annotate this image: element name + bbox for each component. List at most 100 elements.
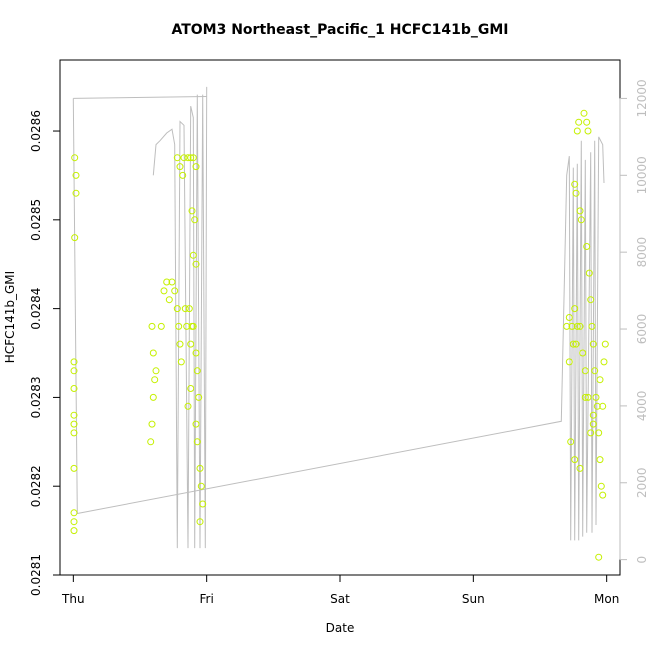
data-point — [587, 296, 595, 304]
data-point — [597, 482, 605, 490]
y-tick-label: 0.0285 — [29, 199, 43, 241]
data-point — [185, 305, 193, 313]
data-point — [581, 367, 589, 375]
data-point — [176, 163, 184, 171]
data-point — [599, 402, 607, 410]
data-point — [576, 207, 584, 215]
data-point — [148, 420, 156, 428]
data-point — [193, 367, 201, 375]
data-point — [192, 349, 200, 357]
x-tick-label: Mon — [594, 592, 619, 606]
x-tick-label: Fri — [200, 592, 214, 606]
data-point — [593, 402, 601, 410]
x-tick-label: Sun — [462, 592, 485, 606]
data-point — [151, 376, 159, 384]
data-point — [571, 180, 579, 188]
data-point — [199, 500, 207, 508]
data-point — [567, 438, 575, 446]
data-point — [71, 154, 79, 162]
y-axis-label: HCFC141b_GMI — [3, 271, 17, 363]
data-point — [583, 243, 591, 250]
y-tick-label: 0.0282 — [29, 465, 43, 507]
x-tick-label: Sat — [330, 592, 350, 606]
y2-tick-label: 6000 — [635, 314, 649, 345]
data-point — [70, 385, 78, 392]
data-point — [70, 367, 78, 375]
data-point — [191, 216, 199, 224]
data-point — [149, 349, 157, 357]
data-point — [168, 278, 176, 286]
data-point — [163, 278, 171, 286]
altitude-line — [152, 86, 208, 549]
data-point — [581, 393, 589, 401]
point-series-group — [70, 109, 609, 561]
data-point — [580, 109, 588, 117]
y2-tick-label: 8000 — [635, 237, 649, 268]
data-point — [595, 429, 603, 437]
data-point — [70, 464, 78, 472]
data-point — [70, 429, 78, 437]
data-point — [572, 189, 580, 197]
data-point — [70, 358, 78, 366]
y2-tick-label: 10000 — [635, 156, 649, 194]
data-point — [179, 171, 187, 179]
data-point — [187, 154, 195, 162]
data-point — [193, 438, 201, 446]
x-axis: Thu Fri Sat Sun Mon — [61, 574, 619, 606]
data-point — [565, 358, 573, 366]
data-point — [585, 269, 593, 277]
data-point — [589, 411, 597, 419]
data-point — [601, 340, 609, 348]
altitude-line — [72, 98, 605, 541]
data-point — [584, 393, 592, 401]
y2-tick-label: 4000 — [635, 391, 649, 422]
data-point — [591, 367, 599, 375]
data-point — [596, 456, 604, 464]
data-point — [171, 287, 179, 295]
data-point — [192, 260, 200, 268]
data-point — [189, 322, 197, 330]
data-point — [195, 393, 203, 401]
data-point — [588, 322, 596, 330]
data-point — [571, 305, 579, 313]
data-point — [589, 340, 597, 348]
data-point — [187, 385, 195, 392]
data-point — [600, 358, 608, 366]
chart-title: ATOM3 Northeast_Pacific_1 HCFC141b_GMI — [171, 22, 508, 38]
data-point — [572, 340, 580, 348]
data-point — [577, 216, 585, 224]
data-point — [148, 322, 156, 330]
data-point — [187, 340, 195, 348]
y2-tick-label: 0 — [635, 556, 649, 564]
data-point — [573, 127, 581, 135]
data-point — [584, 127, 592, 135]
data-point — [147, 438, 155, 446]
y-tick-label: 0.0286 — [29, 110, 43, 152]
data-point — [587, 429, 595, 437]
data-point — [70, 527, 78, 535]
data-point — [575, 118, 583, 126]
line-series-group — [72, 86, 605, 549]
data-point — [571, 456, 579, 464]
data-point — [180, 154, 188, 162]
data-point — [595, 553, 603, 561]
data-point — [576, 322, 584, 330]
x-axis-label: Date — [326, 621, 355, 635]
y2-tick-label: 2000 — [635, 467, 649, 498]
data-point — [173, 305, 181, 313]
data-point — [583, 118, 591, 126]
data-point — [70, 509, 78, 517]
data-point — [589, 420, 597, 428]
data-point — [70, 411, 78, 419]
data-point — [596, 376, 604, 384]
y-tick-label: 0.0283 — [29, 376, 43, 418]
data-point — [579, 349, 587, 357]
data-point — [176, 340, 184, 348]
data-point — [599, 491, 607, 499]
data-point — [184, 154, 192, 162]
data-point — [181, 305, 189, 313]
data-point — [192, 163, 200, 171]
data-point — [70, 420, 78, 428]
data-point — [160, 287, 168, 295]
